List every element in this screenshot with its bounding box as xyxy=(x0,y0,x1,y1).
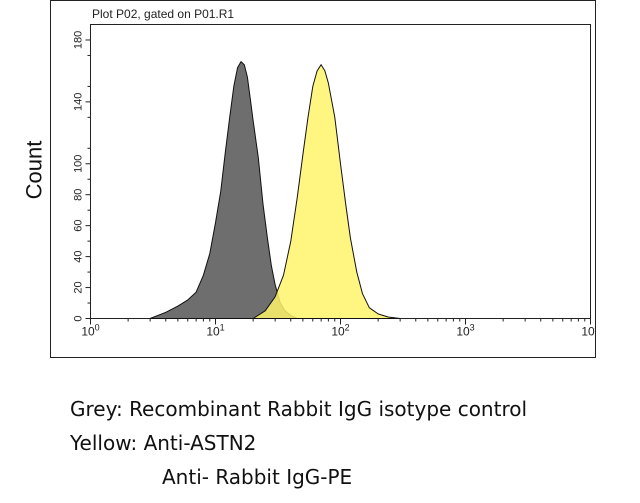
y-tick-label: 60 xyxy=(73,220,85,232)
legend-yellow: Yellow: Anti-ASTN2 xyxy=(70,431,257,455)
legend-grey: Grey: Recombinant Rabbit IgG isotype con… xyxy=(70,397,528,421)
x-tick-label: 103 xyxy=(456,323,474,339)
x-tick-label: 102 xyxy=(331,323,349,339)
y-tick-label: 40 xyxy=(73,250,85,262)
histogram-svg: Plot P02, gated on P01.R1 0 20 40 60 80 100 14… xyxy=(50,0,596,358)
x-tick-label: 101 xyxy=(206,323,224,339)
y-tick-label: 140 xyxy=(73,93,85,111)
axis-layer: 0 20 40 60 80 100 140 180 100 101 102 103 104 xyxy=(73,31,597,339)
y-axis-title-text: Count xyxy=(21,140,46,200)
legend-secondary: Anti- Rabbit IgG-PE xyxy=(162,465,353,489)
histogram-series-2 xyxy=(252,64,401,319)
y-tick-label: 0 xyxy=(73,315,85,321)
y-axis-title: Count xyxy=(14,120,54,220)
chart-title: Plot P02, gated on P01.R1 xyxy=(92,7,234,21)
histogram-chart: Plot P02, gated on P01.R1 0 20 40 60 80 100 14… xyxy=(50,0,596,358)
y-tick-label: 100 xyxy=(73,155,85,173)
series-layer xyxy=(149,61,401,319)
y-tick-label: 20 xyxy=(73,281,85,293)
y-tick-label: 80 xyxy=(73,189,85,201)
y-tick-label: 180 xyxy=(73,31,85,49)
x-tick-label: 104 xyxy=(581,323,596,339)
x-tick-label: 100 xyxy=(81,323,99,339)
